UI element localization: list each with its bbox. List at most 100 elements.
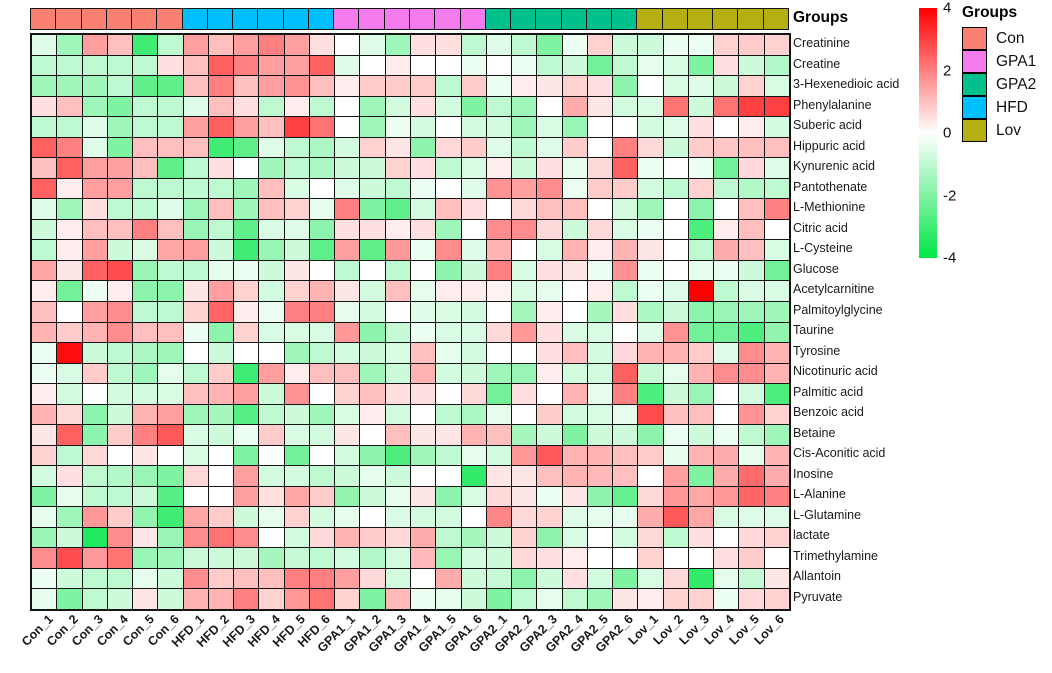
- heatmap-cell: [335, 425, 360, 445]
- heatmap-cell: [486, 219, 512, 240]
- heatmap-cell: [613, 466, 638, 486]
- heatmap-cell: [335, 384, 360, 404]
- heatmap-cell: [739, 219, 764, 240]
- heatmap-cell: [486, 343, 512, 363]
- heatmap-cell: [410, 158, 436, 178]
- heatmap-cell: [32, 322, 57, 343]
- heatmap-cell: [385, 117, 410, 137]
- heatmap-cell: [739, 486, 764, 507]
- heatmap-cell: [663, 219, 688, 240]
- heatmap-cell: [512, 425, 537, 445]
- heatmap-cell: [57, 404, 82, 425]
- heatmap-cell: [537, 404, 562, 425]
- heatmap-cell: [107, 240, 133, 260]
- heatmap-cell: [309, 301, 335, 322]
- heatmap-cell: [688, 35, 714, 55]
- heatmap-cell: [764, 548, 789, 568]
- heatmap-cell: [688, 404, 714, 425]
- heatmap-cell: [714, 589, 739, 609]
- heatmap-cell: [688, 548, 714, 568]
- heatmap-cell: [208, 117, 234, 137]
- heatmap-cell: [360, 343, 385, 363]
- heatmap-cell: [107, 343, 133, 363]
- heatmap-cell: [512, 548, 537, 568]
- heatmap-cell: [284, 527, 309, 548]
- heatmap-cell: [410, 322, 436, 343]
- heatmap-cell: [739, 35, 764, 55]
- heatmap-cell: [663, 486, 688, 507]
- heatmap-cell: [234, 548, 259, 568]
- heatmap-cell: [183, 240, 208, 260]
- heatmap-cell: [461, 55, 486, 76]
- heatmap-cell: [461, 589, 486, 609]
- heatmap-cell: [107, 425, 133, 445]
- heatmap-cell: [638, 117, 663, 137]
- heatmap-cell: [764, 117, 789, 137]
- heatmap-cell: [512, 117, 537, 137]
- heatmap-cell: [360, 425, 385, 445]
- heatmap-cell: [512, 55, 537, 76]
- heatmap-cell: [764, 76, 789, 96]
- heatmap-cell: [360, 384, 385, 404]
- heatmap-cell: [714, 76, 739, 96]
- heatmap-cell: [107, 219, 133, 240]
- heatmap-cell: [688, 343, 714, 363]
- heatmap-cell: [688, 363, 714, 384]
- heatmap-cell: [512, 158, 537, 178]
- heatmap-cell: [234, 363, 259, 384]
- heatmap-cell: [638, 363, 663, 384]
- heatmap-cell: [183, 527, 208, 548]
- heatmap-cell: [32, 55, 57, 76]
- heatmap-cell: [208, 363, 234, 384]
- group-cell-con: [56, 9, 81, 29]
- heatmap-cell: [309, 343, 335, 363]
- heatmap-cell: [764, 363, 789, 384]
- heatmap-cell: [562, 76, 587, 96]
- heatmap-cell: [562, 343, 587, 363]
- row-label: Inosine: [793, 466, 834, 481]
- heatmap-cell: [739, 322, 764, 343]
- heatmap-cell: [512, 96, 537, 117]
- group-cell-lov: [662, 9, 687, 29]
- heatmap-cell: [613, 76, 638, 96]
- heatmap-cell: [436, 589, 461, 609]
- heatmap-cell: [57, 199, 82, 219]
- heatmap-cell: [32, 178, 57, 199]
- heatmap-cell: [587, 260, 613, 281]
- heatmap-cell: [107, 404, 133, 425]
- heatmap-cell: [739, 260, 764, 281]
- heatmap-cell: [714, 281, 739, 301]
- annotation-bar-title: Groups: [793, 9, 849, 26]
- heatmap-cell: [410, 96, 436, 117]
- heatmap-cell: [133, 445, 158, 466]
- heatmap-cell: [537, 507, 562, 527]
- heatmap-cell: [537, 117, 562, 137]
- heatmap-cell: [638, 445, 663, 466]
- heatmap-cell: [259, 568, 284, 589]
- heatmap-cell: [613, 301, 638, 322]
- heatmap-cell: [32, 35, 57, 55]
- heatmap-cell: [562, 363, 587, 384]
- legend-item-hfd: HFD: [962, 95, 1036, 119]
- heatmap-cell: [259, 55, 284, 76]
- heatmap-cell: [107, 199, 133, 219]
- heatmap-cell: [436, 568, 461, 589]
- heatmap-cell: [183, 199, 208, 219]
- heatmap-cell: [613, 260, 638, 281]
- heatmap-cell: [587, 404, 613, 425]
- heatmap-cell: [183, 35, 208, 55]
- heatmap-cell: [183, 158, 208, 178]
- heatmap-cell: [183, 137, 208, 158]
- heatmap-cell: [461, 178, 486, 199]
- heatmap-cell: [764, 219, 789, 240]
- colorbar-tick-label: -4: [943, 249, 957, 267]
- heatmap-cell: [638, 425, 663, 445]
- heatmap-cell: [587, 55, 613, 76]
- heatmap-cell: [436, 178, 461, 199]
- heatmap-cell: [688, 137, 714, 158]
- row-label: Kynurenic acid: [793, 159, 875, 174]
- heatmap-cell: [107, 178, 133, 199]
- heatmap-cell: [82, 363, 107, 384]
- group-cell-gpa2: [561, 9, 586, 29]
- heatmap-cell: [436, 281, 461, 301]
